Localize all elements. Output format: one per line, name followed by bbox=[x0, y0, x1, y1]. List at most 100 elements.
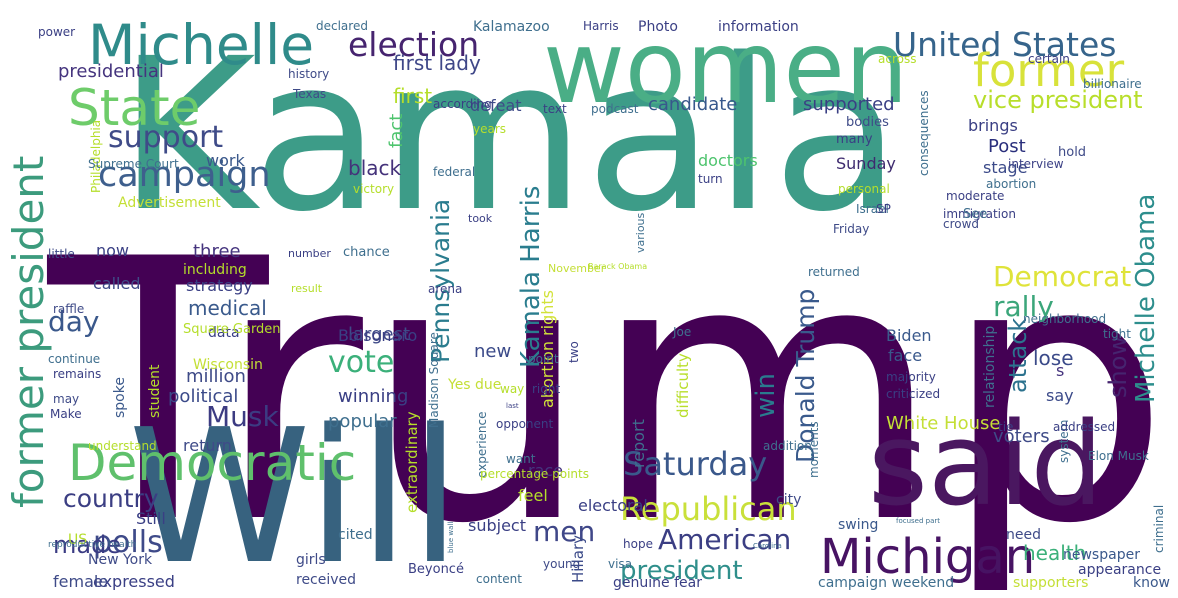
cloud-word: made bbox=[53, 531, 122, 559]
cloud-word: federal bbox=[433, 165, 476, 179]
cloud-word: SP bbox=[876, 202, 891, 216]
cloud-word: strategy bbox=[186, 276, 253, 295]
cloud-word: percentage points bbox=[480, 467, 589, 481]
cloud-word: way bbox=[500, 382, 525, 396]
cloud-word: State bbox=[68, 79, 201, 137]
cloud-word: president bbox=[620, 556, 743, 586]
cloud-word: brings bbox=[968, 116, 1018, 135]
cloud-word: Michelle bbox=[88, 13, 315, 77]
cloud-word: Advertisement bbox=[118, 195, 221, 211]
cloud-word: Trump bbox=[48, 183, 1170, 590]
cloud-word: consequences bbox=[917, 90, 931, 176]
cloud-word: first lady bbox=[393, 51, 481, 75]
cloud-word: remains bbox=[53, 367, 102, 381]
cloud-word: personal bbox=[838, 182, 890, 196]
cloud-word: little bbox=[48, 247, 75, 261]
cloud-word: Kamala bbox=[118, 13, 901, 258]
cloud-word: White House bbox=[886, 413, 1001, 434]
cloud-word: support bbox=[108, 120, 224, 155]
cloud-word: want bbox=[506, 452, 536, 466]
cloud-word: attack bbox=[1004, 317, 1032, 393]
cloud-word: say bbox=[1046, 386, 1074, 405]
cloud-word: Saturday bbox=[623, 445, 768, 483]
cloud-word: visa bbox=[608, 557, 633, 571]
cloud-word: Democrat bbox=[993, 260, 1132, 293]
cloud-word: Joe bbox=[673, 325, 692, 339]
cloud-word: interview bbox=[1008, 157, 1064, 171]
cloud-word: reproductive health bbox=[48, 540, 137, 550]
cloud-word: may bbox=[53, 392, 80, 406]
cloud-word: raffle bbox=[53, 302, 85, 316]
cloud-word: two bbox=[567, 341, 581, 363]
cloud-word: years bbox=[473, 122, 507, 136]
cloud-word: hold bbox=[1058, 145, 1087, 160]
cloud-word: work bbox=[206, 151, 245, 170]
cloud-word: certain bbox=[1028, 52, 1070, 66]
cloud-word: voters bbox=[993, 426, 1050, 447]
cloud-word: supported bbox=[803, 94, 895, 115]
cloud-word: Yes due bbox=[448, 377, 502, 393]
cloud-word: United States bbox=[893, 25, 1117, 64]
word-cloud: Trump Kamala Will women said Michelle former p… bbox=[8, 8, 1170, 590]
cloud-word: campaign weekend bbox=[818, 575, 955, 590]
cloud-word: New York bbox=[88, 552, 153, 568]
cloud-word: swing bbox=[838, 517, 879, 533]
cloud-word: fact bbox=[386, 113, 407, 148]
cloud-word: Make bbox=[50, 407, 82, 421]
cloud-word: cited bbox=[338, 527, 373, 543]
cloud-word: Photo bbox=[638, 19, 678, 35]
cloud-word: Carolina bbox=[753, 542, 782, 550]
cloud-word: American bbox=[658, 523, 792, 556]
cloud-word: need bbox=[1006, 527, 1041, 543]
cloud-word: spoke bbox=[112, 377, 128, 418]
cloud-word: Beyoncé bbox=[408, 562, 464, 577]
cloud-word: many bbox=[836, 132, 873, 147]
cloud-word: now bbox=[96, 241, 130, 260]
cloud-word: number bbox=[288, 247, 331, 260]
cloud-word: Michelle Obama bbox=[1131, 193, 1161, 403]
cloud-word: women bbox=[543, 9, 909, 126]
cloud-word: chance bbox=[343, 245, 390, 260]
cloud-word: race bbox=[528, 461, 564, 480]
cloud-word: immigration bbox=[943, 207, 1016, 221]
cloud-word: day bbox=[48, 305, 100, 338]
cloud-word: Post bbox=[988, 136, 1026, 157]
cloud-word: moderate bbox=[946, 189, 1005, 203]
cloud-word: history bbox=[288, 67, 330, 81]
cloud-word: health bbox=[1023, 541, 1087, 565]
cloud-word: various bbox=[634, 212, 647, 253]
cloud-word: Elon Musk bbox=[1088, 449, 1149, 463]
cloud-word: stage bbox=[983, 158, 1028, 177]
cloud-word: tie bbox=[998, 420, 1014, 434]
cloud-word: relationship bbox=[982, 325, 998, 408]
cloud-word: know bbox=[1133, 575, 1170, 590]
cloud-word: report bbox=[629, 419, 648, 468]
cloud-word: content bbox=[476, 572, 522, 586]
cloud-word: Democratic bbox=[68, 434, 357, 492]
cloud-word: former president bbox=[8, 155, 53, 508]
cloud-word: Kalamazoo bbox=[473, 19, 550, 35]
cloud-word: polls bbox=[93, 525, 163, 560]
cloud-word: medical bbox=[188, 296, 267, 320]
cloud-word: addition bbox=[763, 439, 812, 453]
cloud-word: podcast bbox=[591, 102, 639, 116]
cloud-word: opponent bbox=[496, 417, 554, 431]
cloud-word: extraordinary bbox=[403, 411, 421, 513]
cloud-word: newspaper bbox=[1063, 547, 1140, 563]
cloud-word: candidate bbox=[648, 94, 738, 115]
cloud-word: Israel bbox=[856, 202, 889, 216]
cloud-word: black bbox=[348, 156, 402, 180]
cloud-word: point bbox=[528, 352, 559, 366]
cloud-word: Friday bbox=[833, 222, 870, 236]
cloud-word: Harris bbox=[583, 19, 619, 33]
cloud-word: vote bbox=[328, 345, 395, 380]
cloud-word: female bbox=[53, 572, 109, 590]
cloud-word: former bbox=[973, 44, 1125, 97]
cloud-word: understand bbox=[88, 439, 157, 453]
cloud-word: criminal bbox=[1152, 504, 1166, 553]
cloud-word: right bbox=[532, 382, 561, 396]
cloud-word: crowd bbox=[943, 217, 980, 231]
cloud-word: moments bbox=[807, 421, 821, 478]
cloud-word: power bbox=[38, 25, 76, 39]
cloud-word: called bbox=[93, 274, 141, 293]
